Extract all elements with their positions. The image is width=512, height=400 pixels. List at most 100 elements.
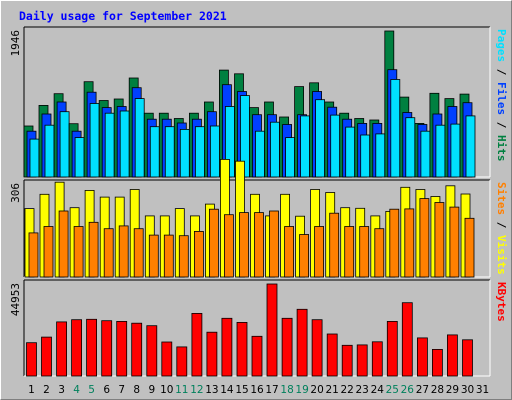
bar-kbytes-day-14 <box>221 317 233 377</box>
bar-kbytes-day-20 <box>311 319 323 377</box>
x-tick-label-4: 4 <box>73 384 80 396</box>
bar-sites-day-11 <box>178 235 189 278</box>
x-tick-label-7: 7 <box>118 384 125 396</box>
x-tick-label-1: 1 <box>28 384 35 396</box>
bar-sites-day-6 <box>103 228 114 278</box>
bar-kbytes-day-7 <box>116 320 128 377</box>
bar-kbytes-day-28 <box>431 348 443 377</box>
bar-kbytes-day-23 <box>356 344 368 377</box>
bar-sites-day-12 <box>193 230 204 278</box>
panel-1-ymax-label: 1946 <box>9 30 22 57</box>
x-tick-label-31: 31 <box>476 384 489 396</box>
x-tick-label-17: 17 <box>265 384 278 396</box>
legend-label: / <box>495 115 508 135</box>
x-tick-label-21: 21 <box>326 384 339 396</box>
bar-pages-day-13 <box>209 125 220 178</box>
x-tick-label-6: 6 <box>103 384 110 396</box>
bar-sites-day-17 <box>269 210 279 278</box>
bar-sites-day-9 <box>148 234 159 278</box>
legend-label: Sites <box>495 182 508 215</box>
bar-pages-day-25 <box>390 79 401 178</box>
bar-sites-day-18 <box>284 226 295 278</box>
x-tick-label-30: 30 <box>461 384 474 396</box>
bar-kbytes-day-11 <box>176 346 188 377</box>
bar-sites-day-3 <box>58 210 69 278</box>
bar-pages-day-11 <box>179 128 190 178</box>
bar-pages-day-21 <box>330 114 341 178</box>
bar-kbytes-day-18 <box>281 317 293 377</box>
bar-kbytes-day-21 <box>326 333 338 377</box>
bar-kbytes-day-16 <box>251 335 263 377</box>
bar-pages-day-22 <box>345 126 356 178</box>
x-tick-label-16: 16 <box>250 384 264 396</box>
bar-pages-day-20 <box>315 99 326 178</box>
bar-sites-day-23 <box>359 226 370 278</box>
bar-sites-day-7 <box>118 225 129 278</box>
bar-kbytes-day-15 <box>236 321 248 377</box>
panel-2-ymax-label: 306 <box>9 183 22 203</box>
x-tick-label-22: 22 <box>341 384 354 396</box>
legend-label: / <box>495 62 508 82</box>
bar-kbytes-day-6 <box>101 320 113 377</box>
bar-kbytes-day-19 <box>296 308 308 377</box>
bar-pages-day-28 <box>435 124 446 178</box>
bar-kbytes-day-27 <box>416 337 428 377</box>
bar-pages-day-3 <box>59 111 70 178</box>
bar-sites-day-16 <box>254 212 264 278</box>
bar-sites-day-28 <box>434 202 445 278</box>
panel-2-axis-legend: Sites / Visits <box>495 182 508 275</box>
bar-sites-day-1 <box>28 232 39 278</box>
bar-kbytes-day-10 <box>161 341 173 377</box>
x-tick-label-2: 2 <box>43 384 50 396</box>
bar-pages-day-19 <box>300 115 311 178</box>
legend-label: Pages <box>495 29 508 62</box>
bar-kbytes-day-26 <box>401 302 413 377</box>
bar-sites-day-20 <box>314 226 325 278</box>
x-tick-label-19: 19 <box>295 384 308 396</box>
x-tick-label-3: 3 <box>58 384 65 396</box>
panel-1-axis-legend: Pages / Files / Hits <box>495 29 508 162</box>
x-tick-label-5: 5 <box>88 384 95 396</box>
bar-pages-day-2 <box>44 124 55 178</box>
bar-sites-day-22 <box>344 226 355 278</box>
x-tick-label-28: 28 <box>431 384 444 396</box>
bar-kbytes-day-13 <box>206 331 218 377</box>
bar-kbytes-day-30 <box>462 339 473 377</box>
bar-pages-day-23 <box>360 134 371 178</box>
bar-pages-day-16 <box>255 130 265 178</box>
bar-sites-day-26 <box>404 208 415 278</box>
bar-pages-day-7 <box>119 110 130 178</box>
bar-kbytes-day-4 <box>71 319 82 377</box>
bar-pages-day-1 <box>29 138 40 178</box>
bar-kbytes-day-22 <box>341 344 353 377</box>
bar-pages-day-29 <box>450 123 461 178</box>
panel-3-ymax-label: 44953 <box>9 283 22 316</box>
x-tick-label-25: 25 <box>386 384 399 396</box>
bar-sites-day-4 <box>73 226 84 278</box>
bar-kbytes-day-29 <box>446 334 458 377</box>
x-tick-label-10: 10 <box>160 384 173 396</box>
bar-pages-day-26 <box>405 117 416 178</box>
bar-sites-day-14 <box>223 214 234 278</box>
x-tick-label-20: 20 <box>310 384 323 396</box>
legend-label: Files <box>495 82 508 115</box>
bar-sites-day-24 <box>374 228 385 278</box>
bar-pages-day-27 <box>420 130 431 178</box>
bar-pages-day-24 <box>375 133 386 178</box>
bar-sites-day-5 <box>88 221 99 278</box>
bar-kbytes-day-1 <box>26 342 37 377</box>
bar-sites-day-21 <box>329 212 340 278</box>
bar-sites-day-29 <box>449 206 460 278</box>
bar-kbytes-day-8 <box>131 322 143 377</box>
bar-kbytes-day-24 <box>371 341 383 377</box>
x-tick-label-9: 9 <box>148 384 155 396</box>
legend-label: Visits <box>495 235 508 275</box>
bar-pages-day-6 <box>104 112 115 178</box>
x-tick-label-26: 26 <box>401 384 415 396</box>
x-tick-label-8: 8 <box>133 384 140 396</box>
bar-sites-day-2 <box>43 226 54 278</box>
x-tick-label-24: 24 <box>371 384 385 396</box>
bar-pages-day-17 <box>270 121 280 178</box>
bar-pages-day-12 <box>194 126 205 178</box>
